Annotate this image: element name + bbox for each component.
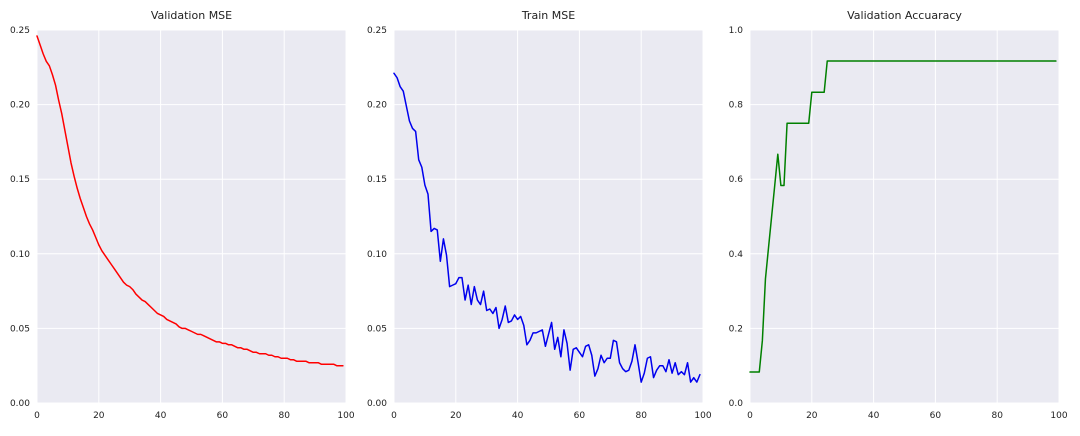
train-mse-x-tick-label: 100 [694, 411, 711, 421]
val-mse-x-tick-label: 80 [278, 411, 290, 421]
val-acc-y-tick-label: 0.8 [729, 101, 744, 111]
train-mse-y-tick-label: 0.10 [367, 250, 387, 260]
val-mse-x-tick-label: 0 [34, 411, 40, 421]
train-mse-y-tick-label: 0.05 [367, 324, 387, 334]
train-mse-y-tick-label: 0.20 [367, 101, 387, 111]
train-mse-title: Train MSE [521, 9, 575, 22]
val-acc-plot-area [750, 30, 1059, 403]
val-mse-x-tick-label: 60 [217, 411, 229, 421]
val-acc-y-tick-label: 1.0 [729, 26, 744, 36]
train-mse-subplot: 0 20 40 60 80 100 0.00 0.05 0.10 0.15 0.20 0.25 Trai… [367, 9, 712, 421]
train-mse-x-tick-label: 80 [635, 411, 647, 421]
val-mse-y-tick-label: 0.00 [10, 399, 30, 409]
train-mse-plot-area [394, 30, 703, 403]
train-mse-x-tick-label: 40 [512, 411, 524, 421]
train-mse-y-tick-label: 0.15 [367, 175, 387, 185]
val-mse-y-tick-label: 0.25 [10, 26, 30, 36]
train-mse-y-tick-label: 0.00 [367, 399, 387, 409]
val-mse-x-tick-label: 40 [155, 411, 167, 421]
val-mse-plot-area [37, 30, 346, 403]
val-mse-series-line [36, 35, 344, 367]
val-acc-y-tick-label: 0.6 [729, 175, 744, 185]
val-mse-x-tick-label: 100 [337, 411, 354, 421]
val-acc-x-tick-label: 40 [868, 411, 880, 421]
val-acc-title: Validation Accuaracy [847, 9, 962, 22]
val-acc-series-line [749, 60, 1057, 373]
val-acc-y-tick-label: 0.4 [729, 250, 744, 260]
val-mse-y-tick-label: 0.20 [10, 101, 30, 111]
val-acc-x-tick-label: 100 [1050, 411, 1067, 421]
val-mse-subplot: 0 20 40 60 80 100 0.00 0.05 0.10 0.15 0.20 0.25 Vali… [10, 9, 355, 421]
val-acc-x-tick-label: 80 [991, 411, 1003, 421]
val-mse-y-tick-label: 0.05 [10, 324, 30, 334]
val-mse-y-tick-label: 0.15 [10, 175, 30, 185]
val-acc-x-tick-label: 0 [747, 411, 753, 421]
val-mse-x-tick-label: 20 [93, 411, 105, 421]
train-mse-x-tick-label: 20 [450, 411, 462, 421]
train-mse-series-line [393, 72, 701, 383]
train-mse-x-tick-label: 60 [574, 411, 586, 421]
val-acc-subplot: 0 20 40 60 80 100 0.0 0.2 0.4 0.6 0.8 1.0 Validation… [729, 9, 1068, 421]
val-mse-title: Validation MSE [151, 9, 232, 22]
val-mse-y-tick-label: 0.10 [10, 250, 30, 260]
train-mse-y-tick-label: 0.25 [367, 26, 387, 36]
val-acc-x-tick-label: 60 [930, 411, 942, 421]
val-acc-x-tick-label: 20 [806, 411, 818, 421]
val-acc-y-tick-label: 0.0 [729, 399, 744, 409]
val-acc-y-tick-label: 0.2 [729, 324, 743, 334]
train-mse-x-tick-label: 0 [391, 411, 397, 421]
